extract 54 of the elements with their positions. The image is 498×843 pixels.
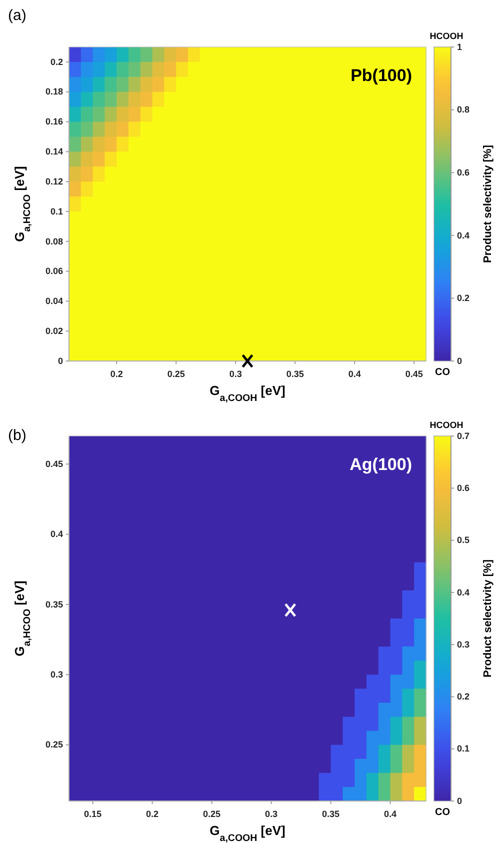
color-bar-label: 0.6 xyxy=(457,167,470,178)
text: HCOOH xyxy=(430,31,464,41)
annotation: Pb(100) xyxy=(350,66,412,85)
color-bar-label: 0.4 xyxy=(457,587,470,598)
annotation: Ag(100) xyxy=(350,455,412,474)
color-bar-label: 0.8 xyxy=(457,104,470,115)
color-bar-label: 0.7 xyxy=(457,430,470,441)
x-tick-label: 0.45 xyxy=(405,368,423,379)
y-tick-label: 0.2 xyxy=(50,56,63,67)
text: CO xyxy=(435,367,450,378)
x-tick-label: 0.15 xyxy=(84,808,102,819)
y-tick-label: 0.08 xyxy=(45,236,63,246)
color-bar-label: 0.3 xyxy=(457,639,470,650)
color-bar-label: 0 xyxy=(457,356,462,366)
y-tick-label: 0.18 xyxy=(45,86,63,97)
y-tick-label: 0.12 xyxy=(45,176,63,186)
chart-title: (a) xyxy=(8,7,26,24)
x-tick-label: 0.2 xyxy=(146,808,159,819)
x-tick-label: 0.3 xyxy=(265,808,278,819)
color-bar-label: 0 xyxy=(457,796,462,806)
color-bar-label: 1 xyxy=(457,42,462,52)
x-tick-label: 0.3 xyxy=(229,368,242,379)
y-tick-label: 0.06 xyxy=(45,266,63,276)
color-bar-label: 0.2 xyxy=(457,692,470,702)
color-bar-label: 0.2 xyxy=(457,293,470,304)
x-tick-label: 0.25 xyxy=(203,808,221,819)
color-bar-label: 0.5 xyxy=(457,535,470,546)
x-tick-label: 0.2 xyxy=(110,368,123,379)
color-bar-title: Product selectivity [%] xyxy=(482,144,494,263)
y-tick-label: 0.14 xyxy=(45,146,63,157)
y-tick-label: 0.45 xyxy=(45,458,63,469)
y-tick-label: 0.25 xyxy=(45,740,63,750)
color-bar-title: Product selectivity [%] xyxy=(482,559,494,678)
chart-title: (b) xyxy=(8,427,26,444)
y-tick-label: 0.4 xyxy=(50,529,63,540)
x-axis-title: G$_{a,COOH}$ [eV] xyxy=(210,823,286,843)
y-tick-label: 0.04 xyxy=(45,296,63,306)
color-bar-label: 0.1 xyxy=(457,744,470,754)
y-tick-label: 0.3 xyxy=(50,670,63,680)
y-tick-label: 0.02 xyxy=(45,326,63,336)
y-tick-label: 0.1 xyxy=(50,206,63,216)
x-tick-label: 0.25 xyxy=(167,368,185,379)
y-tick-label: 0 xyxy=(58,356,63,366)
x-tick-label: 0.35 xyxy=(286,368,304,379)
x-tick-label: 0.4 xyxy=(348,368,361,379)
y-tick-label: 0.35 xyxy=(45,599,63,610)
color-bar-label: 0.4 xyxy=(457,230,470,240)
y-tick-label: 0.16 xyxy=(45,116,63,127)
x-tick-label: 0.4 xyxy=(384,808,397,819)
x-tick-label: 0.35 xyxy=(322,808,340,819)
x-axis-title: G$_{a,COOH}$ [eV] xyxy=(210,383,286,404)
color-bar-label: 0.6 xyxy=(457,483,470,494)
text: HCOOH xyxy=(430,420,464,430)
text: CO xyxy=(435,807,450,818)
